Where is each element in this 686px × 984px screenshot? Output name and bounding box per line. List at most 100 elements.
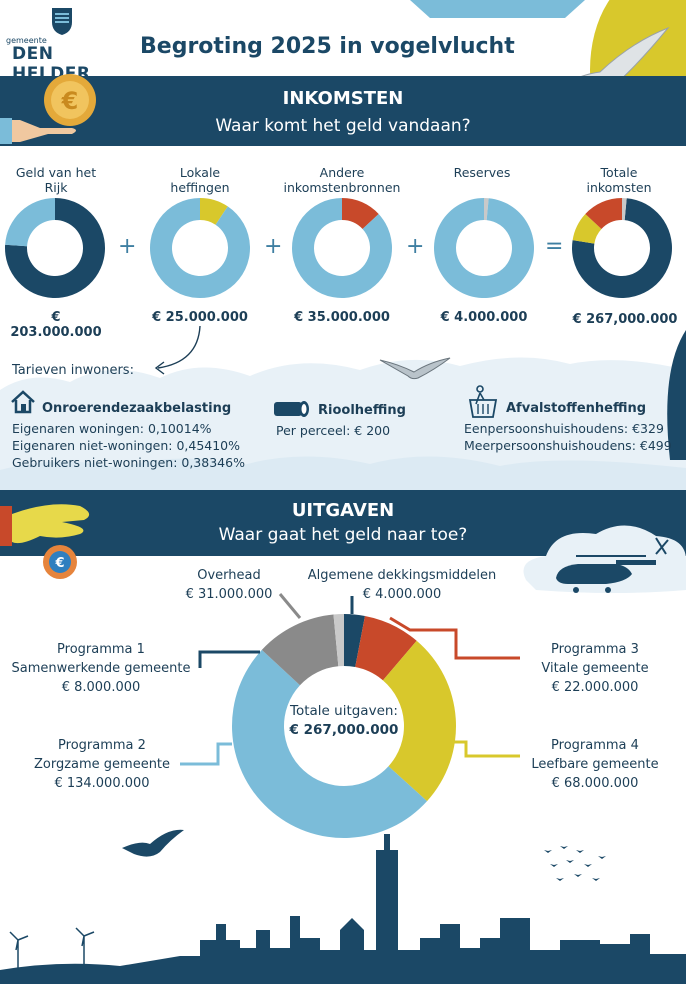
income-amount-totaal: € 267,000.000 bbox=[572, 312, 678, 327]
wind-turbines-icon bbox=[9, 927, 95, 970]
p2-amount: € 134.000.000 bbox=[54, 776, 150, 791]
decor-right-shape bbox=[667, 330, 686, 460]
p1-desc: Samenwerkende gemeente bbox=[11, 661, 191, 676]
income-subheading: Waar komt het geld vandaan? bbox=[215, 116, 471, 136]
overhead-label: Overhead € 31.000.000 bbox=[164, 566, 294, 604]
ozb-line-3: Gebruikers niet-woningen: 0,38346% bbox=[12, 455, 245, 470]
income-label-andere: Andere inkomstenbronnen bbox=[283, 165, 401, 195]
dekking-label: Algemene dekkingsmiddelen € 4.000.000 bbox=[304, 566, 500, 604]
p3-amount: € 22.000.000 bbox=[551, 680, 639, 695]
slice-reserves-rest bbox=[434, 198, 534, 298]
plus-sign-3: + bbox=[406, 234, 425, 259]
p3-label: Programma 3 Vitale gemeente € 22.000.000 bbox=[520, 640, 670, 697]
slice-p2 bbox=[231, 649, 428, 839]
equals-sign: = bbox=[545, 234, 564, 259]
expenses-subheading: Waar gaat het geld naar toe? bbox=[218, 525, 468, 545]
arrow-icon bbox=[154, 325, 201, 375]
slice-p3 bbox=[355, 615, 417, 681]
slice-andere bbox=[342, 198, 379, 229]
slice-heffingen-rest bbox=[150, 198, 250, 298]
slice-andere-rest bbox=[291, 198, 392, 298]
slice-overhead bbox=[261, 614, 339, 686]
svg-text:€: € bbox=[54, 556, 64, 571]
p4-label: Programma 4 Leefbare gemeente € 68.000.0… bbox=[520, 736, 670, 793]
leader-overhead bbox=[278, 593, 302, 619]
p4-amount: € 68.000.000 bbox=[551, 776, 639, 791]
leader-p3 bbox=[389, 616, 520, 660]
income-label-rijk: Geld van het Rijk bbox=[15, 165, 97, 195]
overhead-name: Overhead bbox=[197, 568, 261, 583]
p1-label: Programma 1 Samenwerkende gemeente € 8.0… bbox=[8, 640, 194, 697]
pipe-icon bbox=[274, 401, 309, 417]
p1-amount: € 8.000.000 bbox=[61, 680, 141, 695]
decor-top-shape bbox=[410, 0, 585, 18]
gull-small-icon bbox=[379, 357, 451, 380]
afval-line-1: Eenpersoonshuishoudens: €329 bbox=[464, 421, 664, 436]
slice-total-rijk bbox=[572, 198, 672, 298]
slice-dekking bbox=[333, 614, 344, 667]
leader-p4 bbox=[430, 740, 520, 758]
income-label-heffingen: Lokale heffingen bbox=[170, 165, 230, 195]
p2-label: Programma 2 Zorgzame gemeente € 134.000.… bbox=[20, 736, 184, 793]
coin-drop-icon: € bbox=[0, 504, 90, 579]
dekking-amount: € 4.000.000 bbox=[362, 587, 442, 602]
coin-hand-icon: € bbox=[0, 74, 96, 144]
slice-total-heffingen bbox=[572, 214, 602, 244]
p4-name: Programma 4 bbox=[551, 738, 639, 753]
dekking-name: Algemene dekkingsmiddelen bbox=[307, 568, 497, 583]
income-heading: INKOMSTEN bbox=[282, 88, 404, 109]
income-band bbox=[0, 76, 686, 146]
bird-flock-icon bbox=[544, 846, 606, 881]
house-icon bbox=[11, 390, 35, 414]
p2-desc: Zorgzame gemeente bbox=[33, 757, 171, 772]
trash-icon bbox=[468, 385, 498, 418]
income-amount-andere: € 35.000.000 bbox=[294, 310, 390, 325]
income-label-reserves: Reserves bbox=[453, 165, 511, 180]
center-amount: € 267,000.000 bbox=[289, 722, 399, 738]
ozb-heading: Onroerendezaakbelasting bbox=[42, 401, 232, 416]
slice-total-reserves bbox=[621, 198, 627, 221]
svg-text:€: € bbox=[61, 87, 79, 115]
p1-name: Programma 1 bbox=[57, 642, 145, 657]
center-title: Totale uitgaven: bbox=[290, 703, 398, 719]
plus-sign-1: + bbox=[118, 234, 137, 259]
helicopter-icon bbox=[556, 537, 669, 593]
afval-heading: Afvalstoffenheffing bbox=[506, 401, 647, 416]
leader-p1 bbox=[198, 650, 260, 668]
ozb-line-1: Eigenaren woningen: 0,10014% bbox=[12, 421, 212, 436]
slice-p1 bbox=[344, 614, 365, 668]
income-label-totaal: Totale inkomsten bbox=[586, 165, 652, 195]
page-title: Begroting 2025 in vogelvlucht bbox=[140, 34, 515, 59]
riool-heading: Rioolheffing bbox=[318, 403, 406, 418]
slice-rijk bbox=[4, 198, 105, 298]
cloud-helicopter-decor bbox=[523, 525, 686, 593]
riool-line-1: Per perceel: € 200 bbox=[276, 423, 391, 438]
afval-line-2: Meerpersoonshuishoudens: €499 bbox=[464, 438, 672, 453]
slice-rijk-rest bbox=[5, 198, 55, 247]
income-amount-rijk: € 203.000.000 bbox=[10, 310, 102, 340]
income-donuts bbox=[4, 198, 672, 298]
slice-reserves bbox=[484, 198, 489, 221]
logo-small-text: gemeente bbox=[6, 36, 47, 45]
p2-name: Programma 2 bbox=[58, 738, 146, 753]
leader-p2 bbox=[180, 742, 232, 766]
logo: gemeente DEN HELDER bbox=[6, 6, 118, 84]
slice-total-andere bbox=[585, 198, 622, 229]
expenses-center-label: Totale uitgaven: € 267,000.000 bbox=[280, 702, 408, 740]
income-amount-heffingen: € 25.000.000 bbox=[152, 310, 248, 325]
ozb-line-2: Eigenaren niet-woningen: 0,45410% bbox=[12, 438, 241, 453]
shield-icon bbox=[52, 8, 72, 35]
p3-desc: Vitale gemeente bbox=[541, 661, 649, 676]
overhead-amount: € 31.000.000 bbox=[185, 587, 273, 602]
flying-bird-icon bbox=[122, 829, 184, 857]
skyline-decor bbox=[0, 829, 686, 984]
slice-p4 bbox=[382, 640, 456, 802]
expenses-donut bbox=[180, 593, 520, 839]
p3-name: Programma 3 bbox=[551, 642, 639, 657]
slice-heffingen bbox=[200, 198, 228, 225]
p4-desc: Leefbare gemeente bbox=[531, 757, 659, 772]
income-amount-reserves: € 4.000.000 bbox=[440, 310, 528, 325]
plus-sign-2: + bbox=[264, 234, 283, 259]
expenses-heading: UITGAVEN bbox=[291, 500, 395, 521]
tariffs-title: Tarieven inwoners: bbox=[12, 363, 134, 378]
